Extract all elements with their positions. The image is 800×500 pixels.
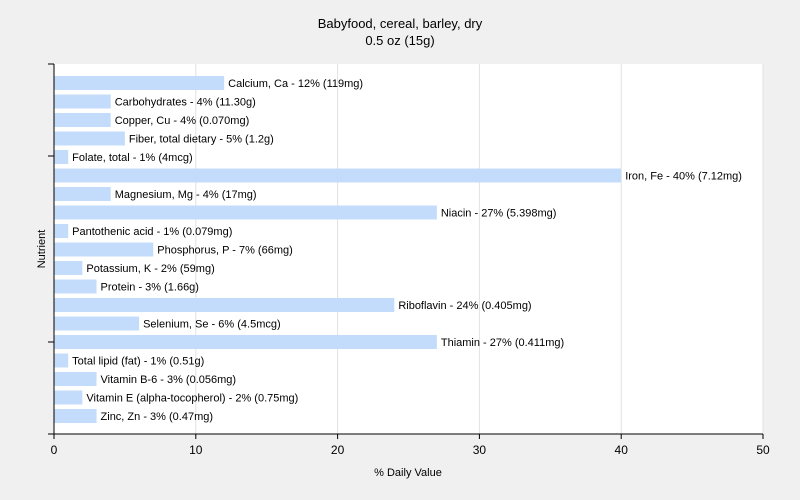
bar-5 [54, 168, 622, 183]
bar-label-4: Folate, total - 1% (4mcg) [72, 152, 192, 164]
plot-area [54, 64, 763, 434]
bar-11 [54, 279, 97, 294]
grid-lines [195, 64, 764, 434]
bar-labels: Calcium, Ca - 12% (119mg) Carbohydrates -… [72, 78, 742, 423]
bar-label-6: Magnesium, Mg - 4% (17mg) [115, 189, 257, 201]
bar-16 [54, 372, 97, 386]
bar-3 [54, 131, 125, 146]
x-tick-label-3: 30 [473, 443, 487, 457]
bar-label-12: Riboflavin - 24% (0.405mg) [398, 300, 531, 312]
bar-14 [54, 335, 437, 349]
bar-label-18: Zinc, Zn - 3% (0.47mg) [101, 411, 213, 423]
bar-4 [54, 150, 69, 164]
bar-label-8: Pantothenic acid - 1% (0.079mg) [72, 226, 232, 238]
chart-title: Babyfood, cereal, barley, dry [318, 16, 483, 31]
x-axis-title: % Daily Value [374, 467, 442, 479]
bar-7 [54, 205, 437, 220]
bar-13 [54, 316, 140, 331]
bar-label-9: Phosphorus, P - 7% (66mg) [157, 245, 293, 257]
bar-label-3: Fiber, total dietary - 5% (1.2g) [129, 134, 274, 146]
bar-18 [54, 409, 97, 423]
bar-8 [54, 224, 69, 238]
bar-6 [54, 187, 111, 201]
bars [54, 76, 622, 423]
bar-label-16: Vitamin B-6 - 3% (0.056mg) [101, 374, 237, 386]
bar-label-7: Niacin - 27% (5.398mg) [441, 208, 557, 220]
bar-label-14: Thiamin - 27% (0.411mg) [441, 337, 564, 349]
x-tick-label-1: 10 [189, 443, 203, 457]
bar-label-2: Copper, Cu - 4% (0.070mg) [115, 115, 250, 127]
bar-label-11: Protein - 3% (1.66g) [101, 282, 199, 294]
chart-subtitle: 0.5 oz (15g) [365, 33, 434, 48]
bar-1 [54, 94, 111, 109]
bar-label-1: Carbohydrates - 4% (11.30g) [115, 97, 256, 109]
bar-0 [54, 76, 225, 90]
bar-label-17: Vitamin E (alpha-tocopherol) - 2% (0.75m… [86, 393, 298, 405]
bar-label-5: Iron, Fe - 40% (7.12mg) [625, 171, 742, 183]
bar-10 [54, 261, 83, 275]
x-tick-label-2: 20 [331, 443, 345, 457]
x-tick-label-0: 0 [51, 443, 58, 457]
bar-15 [54, 353, 69, 368]
bar-17 [54, 390, 83, 405]
x-tick-label-4: 40 [615, 443, 629, 457]
bar-label-13: Selenium, Se - 6% (4.5mcg) [143, 319, 281, 331]
bar-12 [54, 298, 395, 312]
bar-label-15: Total lipid (fat) - 1% (0.51g) [72, 356, 204, 368]
y-axis-title: Nutrient [36, 230, 48, 269]
bar-label-10: Potassium, K - 2% (59mg) [86, 263, 214, 275]
axes: 0 10 20 30 40 50 [48, 63, 770, 457]
bar-2 [54, 113, 111, 127]
bar-9 [54, 242, 154, 257]
x-tick-label-5: 50 [756, 443, 770, 457]
bar-label-0: Calcium, Ca - 12% (119mg) [228, 78, 363, 90]
